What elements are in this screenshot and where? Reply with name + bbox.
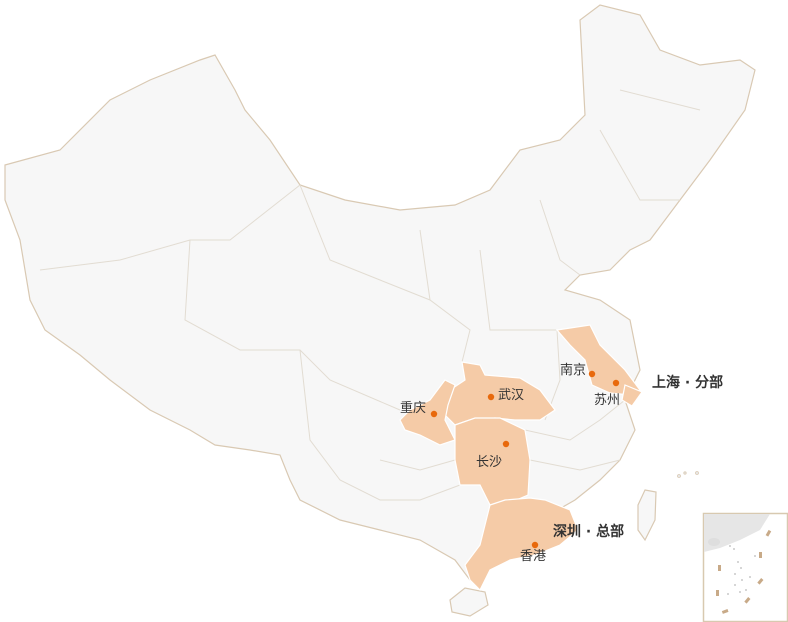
hainan-island	[449, 587, 489, 617]
city-dot-hongkong[interactable]	[531, 541, 539, 549]
island-dot	[677, 474, 681, 478]
china-mainland	[4, 4, 756, 582]
region-guangdong	[464, 497, 579, 592]
city-dot-suzhou[interactable]	[612, 379, 620, 387]
city-label-chongqing: 重庆	[400, 401, 427, 416]
island-dot	[695, 471, 699, 475]
city-dot-wuhan[interactable]	[487, 393, 495, 401]
city-label-suzhou: 苏州	[594, 393, 621, 408]
office-label-shanghai: 上海 · 分部	[652, 375, 724, 391]
city-label-wuhan: 武汉	[498, 388, 525, 403]
city-label-nanjing: 南京	[560, 363, 587, 378]
office-label-shenzhen: 深圳 · 总部	[553, 524, 625, 540]
south-china-sea-inset	[702, 512, 788, 622]
province-borders	[39, 89, 701, 501]
taiwan-island	[637, 489, 657, 542]
region-shanghai	[621, 384, 643, 407]
city-label-hongkong: 香港	[520, 549, 547, 564]
city-dot-changsha[interactable]	[502, 440, 510, 448]
city-dot-chongqing[interactable]	[430, 410, 438, 418]
island-dot	[683, 471, 687, 475]
region-chongqing	[399, 379, 456, 446]
city-dot-nanjing[interactable]	[588, 370, 596, 378]
city-label-changsha: 长沙	[476, 455, 503, 470]
